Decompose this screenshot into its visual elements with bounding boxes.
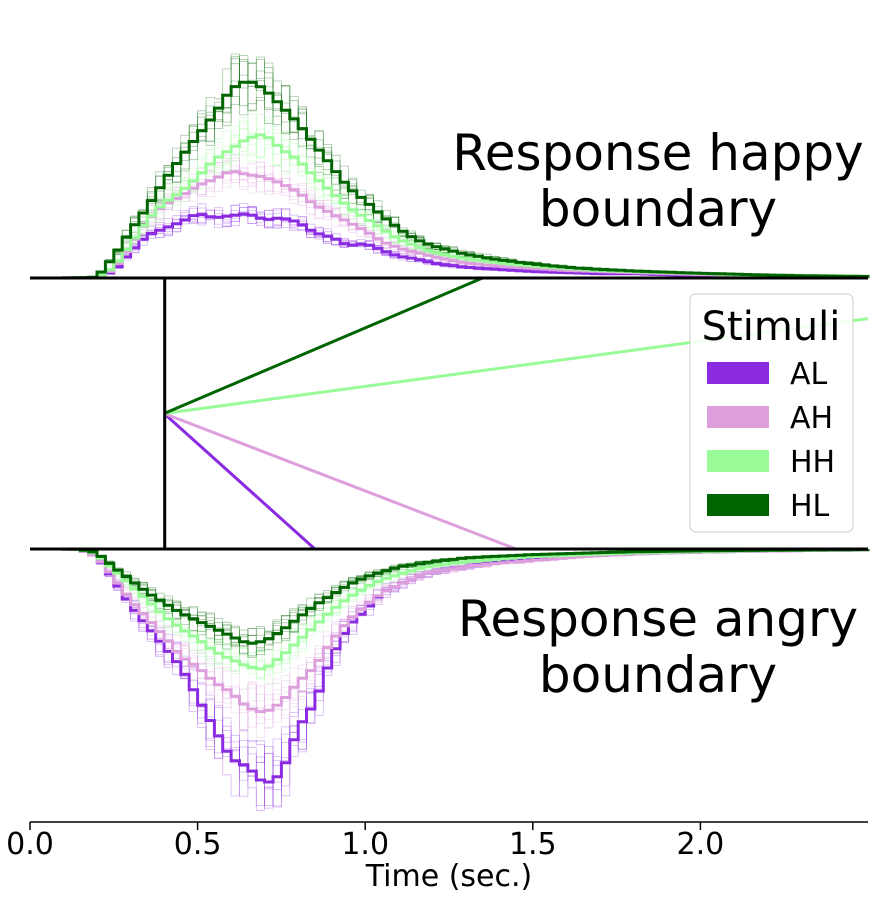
legend-items: AL AH HH HL [707, 357, 835, 524]
lower-panel-label-line1: Response angry [458, 590, 858, 648]
x-tick-label: 1.0 [341, 827, 389, 862]
hist-upper-hl [46, 80, 870, 280]
legend-box [689, 293, 854, 533]
upper-panel-label-line1: Response happy [452, 124, 863, 182]
legend-label-ah: AH [790, 401, 833, 436]
x-tick-label: 0.0 [6, 827, 54, 862]
legend-swatch-hl [707, 494, 769, 516]
drift-line-hl [163, 276, 484, 415]
legend-title: Stimuli [702, 304, 841, 350]
legend-label-hh: HH [790, 445, 835, 480]
drift-line-ah [163, 412, 517, 551]
legend: Stimuli AL AH HH HL [689, 293, 854, 533]
x-ticks: 0.0 0.5 1.0 1.5 2.0 [6, 822, 724, 862]
x-tick-label: 0.5 [174, 827, 222, 862]
x-axis-label: Time (sec.) [365, 859, 532, 894]
legend-swatch-hh [707, 450, 769, 472]
legend-swatch-ah [707, 406, 769, 428]
lower-panel-label-line2: boundary [539, 646, 777, 704]
upper-panel-label-line2: boundary [539, 180, 777, 238]
histogram-layer [46, 80, 870, 784]
legend-label-al: AL [790, 357, 828, 392]
hist-lower-hl [46, 547, 870, 645]
legend-swatch-al [707, 362, 769, 384]
drift-line-al [163, 412, 316, 551]
x-tick-label: 1.5 [509, 827, 557, 862]
x-tick-label: 2.0 [677, 827, 725, 862]
x-axis: 0.0 0.5 1.0 1.5 2.0 Time (sec.) [6, 821, 868, 894]
legend-label-hl: HL [790, 489, 830, 524]
